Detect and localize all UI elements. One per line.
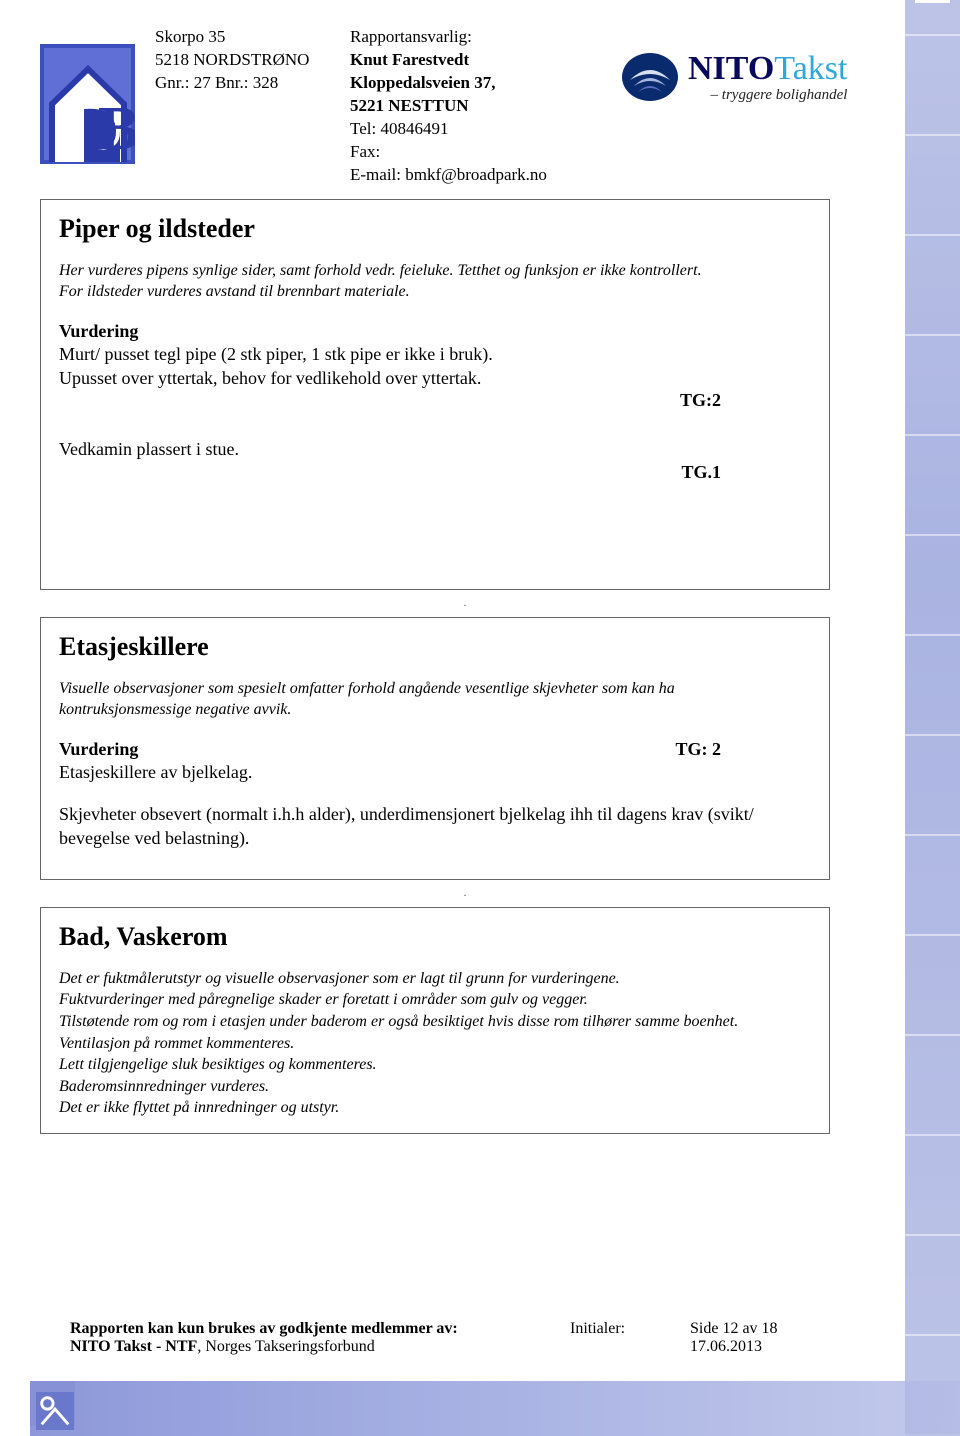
- header: B Skorpo 35 5218 NORDSTRØNO Gnr.: 27 Bnr…: [40, 20, 890, 187]
- separator-dot: .: [40, 888, 890, 899]
- vurdering-label: Vurdering: [59, 321, 811, 342]
- section-desc: Her vurderes pipens synlige sider, samt …: [59, 260, 811, 303]
- section-bad-vaskerom: Bad, Vaskerom Det er fuktmålerutstyr og …: [40, 907, 830, 1134]
- resp-name: Knut Farestvedt: [350, 49, 570, 72]
- responsible-block: Rapportansvarlig: Knut Farestvedt Kloppe…: [350, 20, 570, 187]
- resp-fax: Fax:: [350, 141, 570, 164]
- addr-line2: 5218 NORDSTRØNO: [155, 49, 330, 72]
- nito-word2: Takst: [774, 50, 847, 87]
- footer-org-rest: , Norges Takseringsforbund: [197, 1338, 374, 1355]
- assessment-text: Murt/ pusset tegl pipe (2 stk piper, 1 s…: [59, 342, 811, 366]
- section-title: Piper og ildsteder: [59, 214, 811, 244]
- desc-line: Lett tilgjengelige sluk besiktiges og ko…: [59, 1054, 811, 1076]
- desc-line: Fuktvurderinger med påregnelige skader e…: [59, 989, 811, 1011]
- desc-line: Det er fuktmålerutstyr og visuelle obser…: [59, 968, 811, 990]
- corner-house-icon: [36, 1392, 74, 1430]
- assessment-text: Etasjeskillere av bjelkelag.: [59, 760, 811, 784]
- svg-text:B: B: [98, 95, 135, 163]
- resp-title: Rapportansvarlig:: [350, 26, 570, 49]
- resp-email: E-mail: bmkf@broadpark.no: [350, 164, 570, 187]
- tg-value: TG.1: [681, 462, 811, 483]
- assessment-text: Skjevheter obsevert (normalt i.h.h alder…: [59, 802, 811, 851]
- desc-line: Her vurderes pipens synlige sider, samt …: [59, 260, 811, 282]
- tg-value: TG: 2: [675, 739, 811, 760]
- property-address: Skorpo 35 5218 NORDSTRØNO Gnr.: 27 Bnr.:…: [155, 20, 330, 95]
- footer-org-bold: NITO Takst - NTF: [70, 1338, 197, 1355]
- section-etasjeskillere: Etasjeskillere Visuelle observasjoner so…: [40, 617, 830, 880]
- desc-line: Baderomsinnredninger vurderes.: [59, 1076, 811, 1098]
- desc-line: Ventilasjon på rommet kommenteres.: [59, 1033, 811, 1055]
- assessment-block: Vedkamin plassert i stue. TG.1: [59, 437, 811, 482]
- section-title: Bad, Vaskerom: [59, 922, 811, 952]
- company-logo-icon: B: [40, 44, 135, 164]
- page-footer: Rapporten kan kun brukes av godkjente me…: [70, 1320, 860, 1356]
- section-piper: Piper og ildsteder Her vurderes pipens s…: [40, 199, 830, 590]
- nito-badge-icon: [620, 50, 680, 104]
- section-title: Etasjeskillere: [59, 632, 811, 662]
- vurdering-label: Vurdering: [59, 739, 138, 760]
- tg-value: TG:2: [680, 390, 811, 411]
- resp-city: 5221 NESTTUN: [350, 95, 570, 118]
- assessment-text: Vedkamin plassert i stue.: [59, 437, 811, 461]
- footer-line1: Rapporten kan kun brukes av godkjente me…: [70, 1320, 458, 1337]
- page: B Skorpo 35 5218 NORDSTRØNO Gnr.: 27 Bnr…: [0, 0, 960, 1436]
- desc-line: Tilstøtende rom og rom i etasjen under b…: [59, 1011, 811, 1033]
- footer-date: 17.06.2013: [690, 1338, 840, 1356]
- nito-logo-block: NITOTakst – tryggere bolighandel: [620, 50, 890, 104]
- section-desc: Visuelle observasjoner som spesielt omfa…: [59, 678, 811, 721]
- assessment-block: Vurdering TG: 2 Etasjeskillere av bjelke…: [59, 739, 811, 784]
- resp-tel: Tel: 40846491: [350, 118, 570, 141]
- decorative-bottom-strip: [30, 1381, 960, 1436]
- addr-line3: Gnr.: 27 Bnr.: 328: [155, 72, 330, 95]
- desc-line: Det er ikke flyttet på innredninger og u…: [59, 1097, 811, 1119]
- nito-title: NITOTakst: [688, 52, 847, 86]
- footer-initials-label: Initialer:: [570, 1320, 690, 1356]
- addr-line1: Skorpo 35: [155, 26, 330, 49]
- resp-street: Kloppedalsveien 37,: [350, 72, 570, 95]
- decorative-right-strip: [905, 0, 960, 1436]
- footer-left: Rapporten kan kun brukes av godkjente me…: [70, 1320, 570, 1356]
- separator-dot: .: [40, 598, 890, 609]
- nito-subtitle: – tryggere bolighandel: [688, 88, 847, 103]
- assessment-text: Upusset over yttertak, behov for vedlike…: [59, 366, 811, 390]
- desc-line: For ildsteder vurderes avstand til brenn…: [59, 281, 811, 303]
- footer-page: Side 12 av 18: [690, 1320, 840, 1338]
- assessment-block: Vurdering Murt/ pusset tegl pipe (2 stk …: [59, 321, 811, 412]
- section-desc: Det er fuktmålerutstyr og visuelle obser…: [59, 968, 811, 1119]
- footer-right: Side 12 av 18 17.06.2013: [690, 1320, 840, 1356]
- nito-word1: NITO: [688, 50, 774, 87]
